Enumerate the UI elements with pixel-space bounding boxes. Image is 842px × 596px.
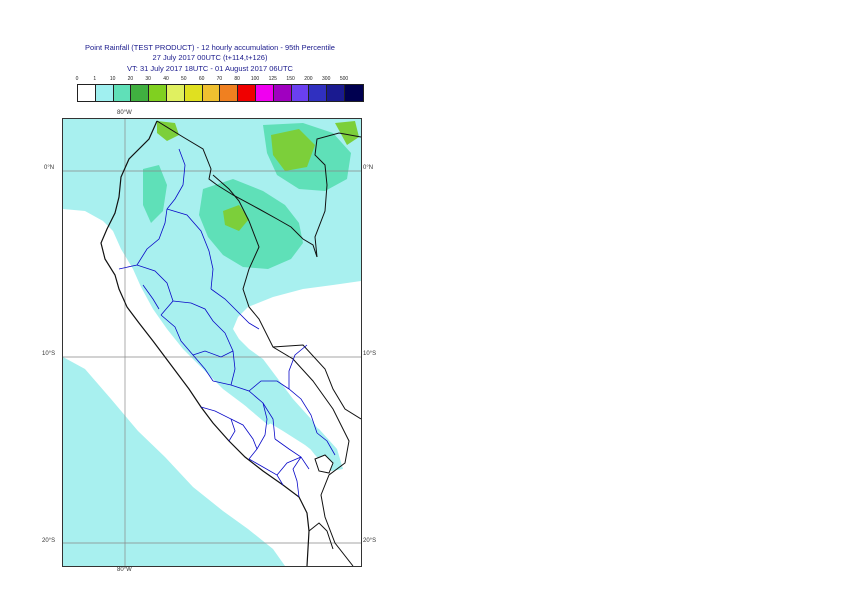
legend-swatch [309,85,328,101]
legend-tick-label: 70 [216,76,223,82]
legend-tick-label: 100 [250,76,260,82]
colombia-brazil-border [314,132,361,258]
valid-time-label: VT: 31 July 2017 18UTC - 01 August 2017 … [127,64,293,73]
legend-swatches [77,84,364,102]
rain-area-heavy-1 [271,129,315,171]
legend-tick-label: 1 [93,76,97,82]
legend-swatch [344,85,363,101]
rain-area-inland-2 [299,419,343,471]
lat-label-equator-left: 0°N [44,165,55,171]
bolivia-border [272,344,361,420]
legend-swatch [291,85,310,101]
legend-swatch [78,85,96,101]
map-svg [63,119,361,566]
rain-area-medium-amazon [199,179,303,269]
legend-swatch [202,85,221,101]
legend-swatch [255,85,274,101]
legend-tick-label: 0 [75,76,79,82]
run-time-label: 27 July 2017 00UTC (t+114,t+126) [152,53,268,62]
rain-area-heavy-4 [335,121,359,145]
legend-swatch [273,85,292,101]
legend-tick-label: 30 [145,76,151,82]
legend-swatch [238,85,256,101]
legend-tick-label: 50 [181,76,187,82]
legend-swatch [149,85,167,101]
legend-tick-label: 300 [322,76,331,82]
legend-tick-label: 200 [304,76,313,82]
rain-area-medium-coast [143,165,167,223]
legend-tick-label: 60 [198,76,205,82]
rain-area-heavy-2 [157,121,179,141]
legend-tick-label: 80 [234,76,240,82]
coastline-border [100,120,310,566]
legend-tick-label: 500 [339,76,349,82]
rain-area-heavy-3 [223,205,249,231]
legend-swatch [113,85,132,101]
peru-chile-border [308,522,334,550]
lat-label-20s-right: 20°S [363,538,377,544]
regional-borders [118,148,336,498]
ecuador-colombia-border [156,120,318,258]
lon-label-bottom: 80°W [117,567,132,573]
lat-label-10s-left: 10°S [42,351,56,357]
lon-label-top: 80°W [117,110,132,116]
peru-brazil-border [212,174,354,566]
lat-label-equator-right: 0°N [363,165,374,171]
legend-swatch [95,85,114,101]
legend-swatch [166,85,185,101]
legend-tick-label: 10 [109,76,116,82]
legend-tick-label: 125 [268,76,277,82]
rain-area-north [63,119,361,459]
legend-swatch [184,85,203,101]
legend-tick-label: 150 [286,76,295,82]
rain-area-inland-1 [203,359,277,425]
legend-tick-label: 40 [163,76,169,82]
chart-title: Point Rainfall (TEST PRODUCT) - 12 hourl… [85,43,335,52]
legend-swatch [131,85,150,101]
rain-swath-ocean-south [63,357,285,566]
legend-swatch [327,85,345,101]
lat-label-10s-right: 10°S [363,351,377,357]
legend-tick-label: 20 [127,76,134,82]
lake-titicaca [314,454,334,474]
legend-swatch [220,85,239,101]
lat-label-20s-left: 20°S [42,538,56,544]
rainfall-map [62,118,362,567]
